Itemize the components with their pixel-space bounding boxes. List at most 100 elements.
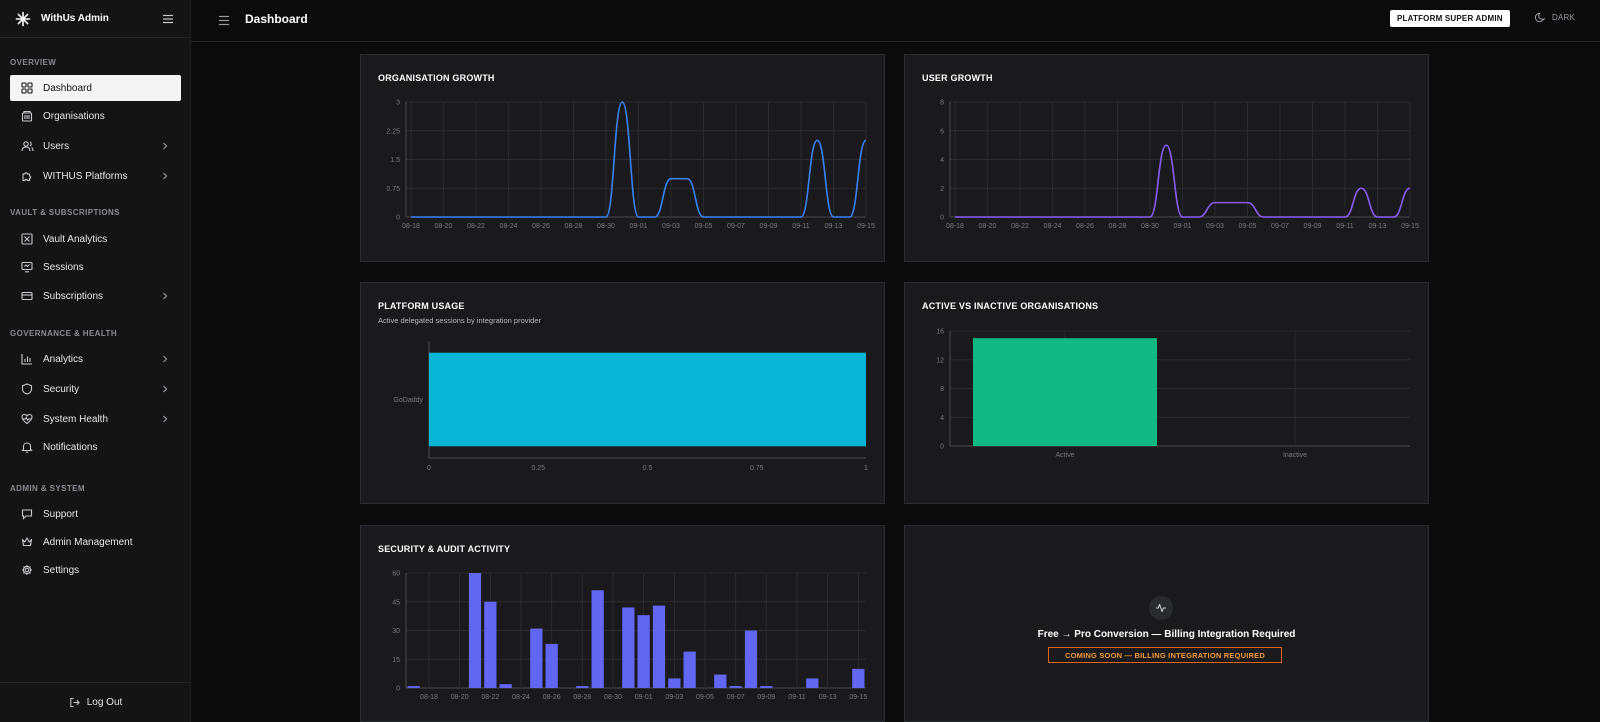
- sidebar-item-vault-analytics[interactable]: Vault Analytics: [10, 226, 181, 252]
- y-tick-label: 8: [940, 100, 944, 107]
- sidebar-item-settings[interactable]: Settings: [10, 557, 181, 583]
- menu-toggle-button[interactable]: [218, 13, 232, 27]
- chevron-right-icon: [161, 385, 169, 393]
- x-tick-label: 09-15: [1401, 223, 1419, 230]
- page-title: Dashboard: [245, 12, 308, 26]
- x-tick-label: 0.75: [750, 465, 764, 472]
- x-tick-label: 09-09: [757, 694, 775, 701]
- sidebar-item-notifications[interactable]: Notifications: [10, 434, 181, 460]
- x-tick-label: 09-07: [727, 694, 745, 701]
- sidebar-item-label: Sessions: [43, 261, 84, 273]
- sidebar-collapse-button[interactable]: [160, 11, 176, 27]
- nav-section-governance-health: GOVERNANCE & HEALTH: [10, 329, 118, 338]
- card-subtitle: Active delegated sessions by integration…: [378, 316, 542, 325]
- sidebar-item-users[interactable]: Users: [10, 133, 181, 159]
- org-growth-chart: 0 0.75 1.5 2.25 3 08-18 08-20 08-22 08-24 08-26 08…: [386, 100, 875, 231]
- brand: WithUs Admin: [0, 0, 190, 38]
- bar: [973, 338, 1157, 446]
- y-tick-label: 4: [940, 415, 944, 422]
- sidebar-item-label: Subscriptions: [43, 290, 104, 302]
- theme-toggle-button[interactable]: DARK: [1535, 12, 1575, 23]
- x-tick-label: 09-03: [1206, 223, 1224, 230]
- y-tick-label: 16: [936, 329, 944, 336]
- vault-icon: [20, 232, 34, 246]
- x-tick-label: 08-22: [481, 694, 499, 701]
- bar: [407, 686, 420, 688]
- x-tick-label: 08-18: [420, 694, 438, 701]
- logout-icon: [70, 697, 80, 708]
- sidebar-item-label: Users: [43, 140, 70, 152]
- puzzle-icon: [20, 169, 34, 183]
- y-tick-label: 0: [396, 215, 400, 222]
- sidebar-item-system-health[interactable]: System Health: [10, 406, 181, 432]
- menu-icon: [219, 15, 229, 26]
- conversion-title: Free → Pro Conversion — Billing Integrat…: [1037, 629, 1296, 640]
- sidebar-item-subscriptions[interactable]: Subscriptions: [10, 283, 181, 309]
- x-tick-label: 09-03: [665, 694, 683, 701]
- top-header: Dashboard PLATFORM SUPER ADMIN DARK: [191, 0, 1600, 42]
- bar: [591, 590, 604, 688]
- chevron-right-icon: [161, 415, 169, 423]
- x-tick-label: 09-03: [662, 223, 680, 230]
- x-tick-label: 08-22: [1011, 223, 1029, 230]
- sidebar-item-analytics[interactable]: Analytics: [10, 346, 181, 372]
- x-tick-label: 09-13: [819, 694, 837, 701]
- sidebar-item-support[interactable]: Support: [10, 501, 181, 527]
- bar: [806, 678, 819, 688]
- sidebar-item-withus-platforms[interactable]: WITHUS Platforms: [10, 163, 181, 189]
- logout-button[interactable]: Log Out: [69, 697, 122, 708]
- sidebar-item-dashboard[interactable]: Dashboard: [10, 75, 181, 101]
- nav-section-overview: OVERVIEW: [10, 58, 57, 67]
- org-growth-card: ORGANISATION GROWTH 0 0.75 1.5 2.25 3 08-18 08…: [360, 54, 885, 262]
- y-tick-label: 0: [396, 686, 400, 693]
- y-tick-label: GoDaddy: [393, 397, 423, 404]
- x-tick-label: 09-11: [792, 223, 809, 230]
- x-tick-label: Inactive: [1283, 452, 1307, 459]
- card-title: ACTIVE VS INACTIVE ORGANISATIONS: [922, 301, 1099, 311]
- y-tick-label: 1.5: [390, 157, 400, 164]
- y-tick-label: 45: [392, 599, 400, 606]
- sidebar-item-label: Dashboard: [43, 82, 92, 94]
- sidebar-item-label: Support: [43, 508, 79, 520]
- sidebar-item-organisations[interactable]: Organisations: [10, 103, 181, 129]
- grid-icon: [20, 81, 34, 95]
- chevron-right-icon: [161, 292, 169, 300]
- series-line: [955, 144, 1411, 218]
- x-tick-label: 09-01: [630, 223, 648, 230]
- x-tick-label: 09-13: [1369, 223, 1387, 230]
- x-tick-label: 09-07: [1271, 223, 1289, 230]
- y-tick-label: 60: [392, 571, 400, 578]
- sidebar-item-label: Organisations: [43, 110, 105, 122]
- sidebar-item-label: Admin Management: [43, 536, 133, 548]
- menu-icon: [163, 14, 173, 23]
- x-tick-label: 08-26: [532, 223, 550, 230]
- x-tick-label: 08-24: [1044, 223, 1062, 230]
- y-tick-label: 8: [940, 386, 944, 393]
- x-tick-label: 09-11: [1336, 223, 1353, 230]
- shield-icon: [20, 382, 34, 396]
- bar: [429, 352, 866, 447]
- bar: [668, 678, 681, 688]
- sidebar-item-security[interactable]: Security: [10, 376, 181, 402]
- sidebar-item-admin-management[interactable]: Admin Management: [10, 529, 181, 555]
- platform-usage-card: PLATFORM USAGE Active delegated sessions…: [360, 282, 885, 504]
- user-growth-card: USER GROWTH 0 2 4 6 8 08-18 08-20 08-22 08-24 08-…: [904, 54, 1429, 262]
- sidebar-item-label: WITHUS Platforms: [43, 170, 128, 182]
- y-tick-label: 12: [936, 357, 944, 364]
- x-tick-label: 09-09: [760, 223, 778, 230]
- x-tick-label: 08-24: [500, 223, 518, 230]
- nav-section-vault-subscriptions: VAULT & SUBSCRIPTIONS: [10, 208, 120, 217]
- brand-name: WithUs Admin: [41, 13, 109, 24]
- bar: [576, 686, 589, 688]
- x-tick-label: 08-30: [604, 694, 622, 701]
- sidebar-item-label: Vault Analytics: [43, 233, 108, 245]
- coming-soon-badge: COMING SOON — BILLING INTEGRATION REQUIR…: [1048, 647, 1282, 663]
- x-tick-label: 09-13: [825, 223, 843, 230]
- sidebar-item-sessions[interactable]: Sessions: [10, 254, 181, 280]
- y-tick-label: 0: [940, 215, 944, 222]
- x-tick-label: 08-30: [597, 223, 615, 230]
- series-line: [411, 101, 867, 218]
- brand-logo-icon: [14, 10, 32, 28]
- gear-icon: [20, 563, 34, 577]
- x-tick-label: 08-28: [573, 694, 591, 701]
